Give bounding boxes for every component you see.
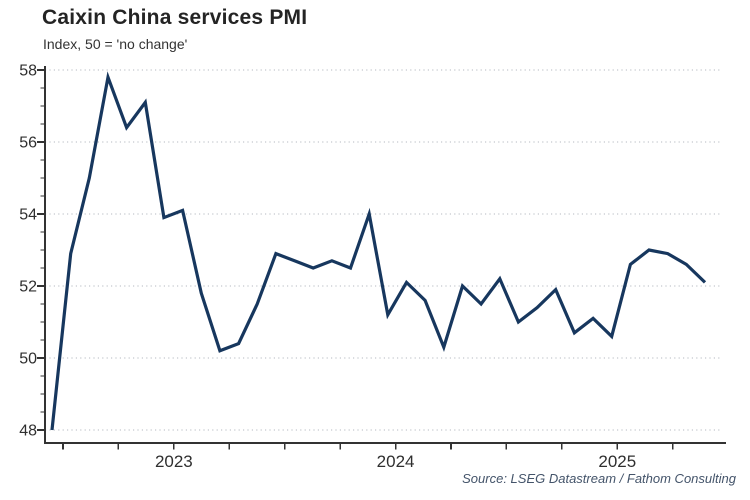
x-year-label: 2023 bbox=[155, 452, 193, 471]
x-year-label: 2025 bbox=[598, 452, 636, 471]
chart-title: Caixin China services PMI bbox=[42, 6, 308, 29]
x-year-label: 2024 bbox=[377, 452, 415, 471]
y-tick-label: 50 bbox=[19, 351, 37, 368]
y-tick-label: 56 bbox=[19, 135, 37, 152]
y-tick-label: 54 bbox=[19, 207, 37, 224]
y-tick-label: 48 bbox=[19, 423, 37, 440]
pmi-series-line bbox=[50, 71, 707, 431]
source-credit: Source: LSEG Datastream / Fathom Consult… bbox=[462, 471, 736, 486]
y-tick-label: 58 bbox=[19, 63, 37, 80]
chart-subtitle: Index, 50 = 'no change' bbox=[43, 36, 188, 52]
y-tick-label: 52 bbox=[19, 279, 37, 296]
